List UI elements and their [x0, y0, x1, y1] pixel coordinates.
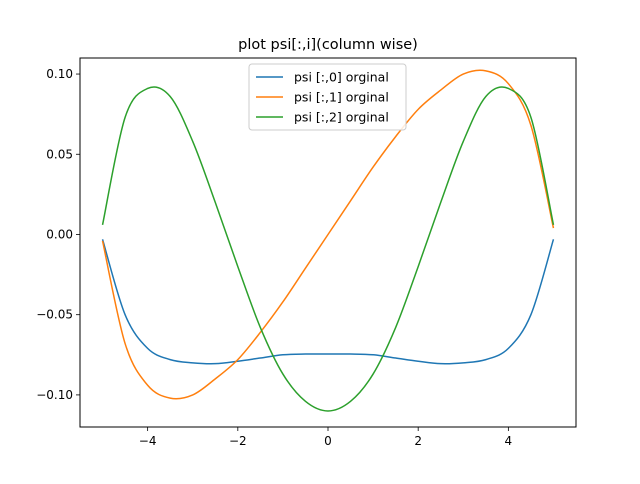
x-tick-label: 4	[505, 434, 513, 448]
x-tick-label: −4	[139, 434, 157, 448]
series-line-2	[101, 86, 555, 412]
legend: psi [:,0] orginal psi [:,1] orginal psi [:…	[248, 63, 407, 131]
series-line-1	[101, 69, 555, 400]
x-tick-label: −2	[229, 434, 247, 448]
axis-layer: −4 −2 0 2 4 −0.10 −0.05 0.00 0.05 0.10	[36, 67, 512, 448]
x-tick-label: 0	[324, 434, 332, 448]
legend-box	[248, 63, 407, 131]
x-tick-label: 2	[414, 434, 422, 448]
series-line-0	[101, 239, 555, 365]
plot-frame	[79, 57, 577, 428]
series-layer	[101, 69, 555, 412]
legend-label-0: psi [:,0] orginal	[294, 70, 389, 85]
y-tick-label: 0.00	[46, 227, 73, 241]
y-tick-label: −0.05	[36, 308, 73, 322]
y-tick-label: 0.10	[46, 67, 73, 81]
legend-label-2: psi [:,2] orginal	[294, 110, 389, 125]
chart-title: plot psi[:,i](column wise)	[238, 37, 418, 53]
y-tick-label: −0.10	[36, 388, 73, 402]
legend-label-1: psi [:,1] orginal	[294, 90, 389, 105]
y-tick-label: 0.05	[46, 147, 73, 161]
